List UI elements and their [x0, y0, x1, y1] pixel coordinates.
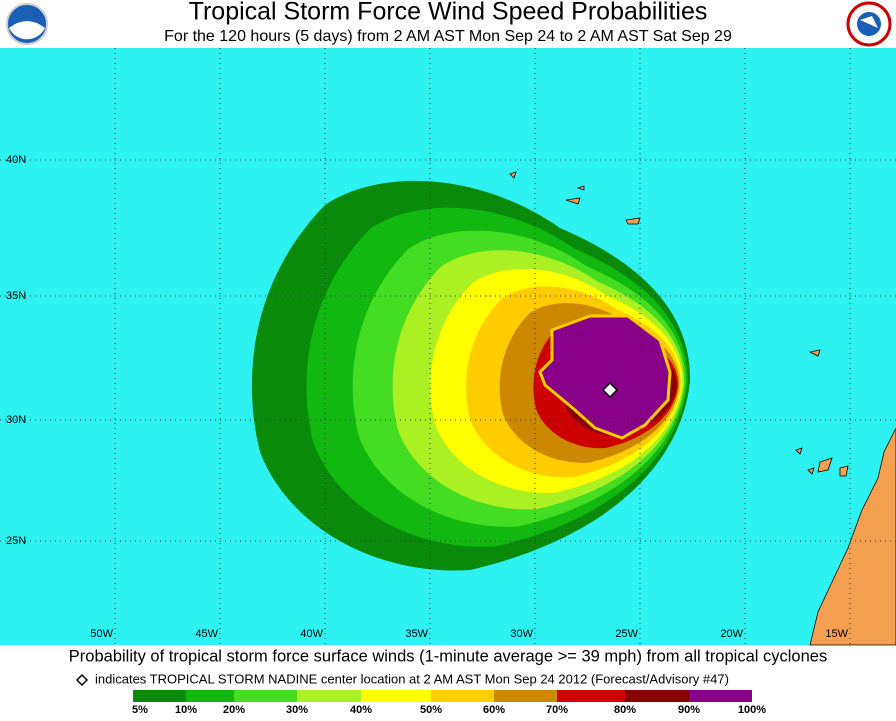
map: 40N 35N 30N 25N 50W 45W 40W 35W 30W 25W 20W 15W [0, 48, 896, 646]
title: Tropical Storm Force Wind Speed Probabil… [189, 0, 708, 26]
legend-label: 60% [483, 704, 505, 716]
longitude-label: 40W [300, 628, 323, 640]
legend-swatch [557, 690, 625, 702]
legend-label: 30% [286, 704, 308, 716]
latitude-label: 25N [6, 535, 26, 547]
legend-label: 90% [678, 704, 700, 716]
grid: 40N 35N 30N 25N 50W 45W 40W 35W 30W 25W 20W 15W [0, 48, 896, 645]
longitude-label: 20W [720, 628, 743, 640]
noaa-logo [6, 3, 48, 45]
legend-label: 70% [546, 704, 568, 716]
caption: Probability of tropical storm force surf… [69, 647, 827, 665]
legend-label: 50% [420, 704, 442, 716]
longitude-label: 30W [510, 628, 533, 640]
legend-label: 20% [223, 704, 245, 716]
legend: 5% 10% 20% 30% 40% 50% 60% 70% 80% 90% 100% [132, 690, 766, 716]
latitude-label: 40N [6, 154, 26, 166]
legend-swatch [689, 690, 752, 702]
longitude-label: 35W [405, 628, 428, 640]
legend-label: 10% [175, 704, 197, 716]
legend-swatch [234, 690, 297, 702]
storm-center [601, 381, 619, 399]
subtitle: For the 120 hours (5 days) from 2 AM AST… [164, 28, 732, 45]
legend-label: 40% [350, 704, 372, 716]
legend-swatch [625, 690, 689, 702]
nws-logo [846, 1, 892, 47]
note: indicates TROPICAL STORM NADINE center l… [95, 671, 729, 686]
contour-100 [538, 314, 672, 440]
note-symbol [75, 673, 89, 687]
longitude-label: 15W [825, 628, 848, 640]
legend-swatch [186, 690, 234, 702]
legend-label: 80% [614, 704, 636, 716]
latitude-label: 30N [6, 414, 26, 426]
land [509, 171, 896, 646]
legend-swatch [297, 690, 361, 702]
longitude-label: 45W [195, 628, 218, 640]
longitude-label: 25W [615, 628, 638, 640]
legend-label: 5% [132, 704, 148, 716]
legend-swatch [431, 690, 494, 702]
legend-label: 100% [738, 704, 766, 716]
longitude-label: 50W [90, 628, 113, 640]
latitude-label: 35N [6, 290, 26, 302]
legend-swatch [133, 690, 186, 702]
legend-swatch [494, 690, 557, 702]
legend-swatch [361, 690, 431, 702]
